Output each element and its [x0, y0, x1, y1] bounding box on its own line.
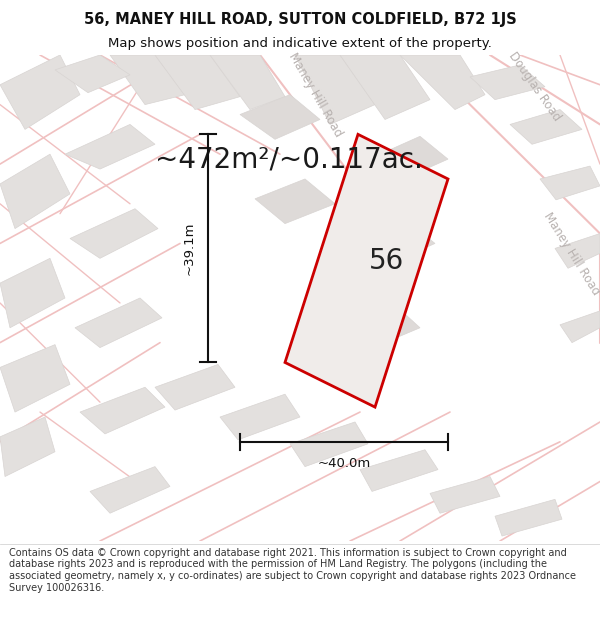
Polygon shape [495, 499, 562, 536]
Text: ~472m²/~0.117ac.: ~472m²/~0.117ac. [155, 145, 423, 173]
Polygon shape [0, 55, 80, 129]
Polygon shape [75, 298, 162, 348]
Text: Maney Hill Road: Maney Hill Road [541, 209, 600, 297]
Polygon shape [0, 344, 70, 412]
Polygon shape [65, 124, 155, 169]
Polygon shape [0, 258, 65, 328]
Polygon shape [555, 234, 600, 268]
Polygon shape [510, 109, 582, 144]
Polygon shape [340, 55, 430, 119]
Polygon shape [210, 55, 285, 109]
Polygon shape [0, 417, 55, 476]
Text: Maney Hill Road: Maney Hill Road [286, 50, 344, 139]
Polygon shape [560, 311, 600, 342]
Polygon shape [295, 55, 375, 124]
Polygon shape [540, 166, 600, 200]
Polygon shape [285, 134, 448, 407]
Text: ~40.0m: ~40.0m [317, 457, 371, 470]
Text: 56, MANEY HILL ROAD, SUTTON COLDFIELD, B72 1JS: 56, MANEY HILL ROAD, SUTTON COLDFIELD, B… [83, 12, 517, 27]
Text: Douglas Road: Douglas Road [506, 50, 563, 124]
Polygon shape [290, 422, 368, 467]
Polygon shape [352, 305, 420, 344]
Polygon shape [55, 55, 130, 92]
Text: Map shows position and indicative extent of the property.: Map shows position and indicative extent… [108, 38, 492, 51]
Polygon shape [470, 65, 545, 99]
Polygon shape [90, 467, 170, 513]
Polygon shape [365, 222, 435, 261]
Polygon shape [110, 55, 185, 104]
Polygon shape [155, 55, 240, 109]
Polygon shape [155, 364, 235, 410]
Polygon shape [0, 154, 70, 229]
Polygon shape [80, 388, 165, 434]
Polygon shape [360, 450, 438, 491]
Text: 56: 56 [369, 247, 404, 275]
Polygon shape [70, 209, 158, 258]
Text: ~39.1m: ~39.1m [183, 222, 196, 275]
Polygon shape [220, 394, 300, 440]
Polygon shape [430, 476, 500, 513]
Text: Contains OS data © Crown copyright and database right 2021. This information is : Contains OS data © Crown copyright and d… [9, 548, 576, 592]
Polygon shape [240, 94, 320, 139]
Polygon shape [380, 136, 448, 176]
Polygon shape [255, 179, 335, 224]
Polygon shape [400, 55, 485, 109]
